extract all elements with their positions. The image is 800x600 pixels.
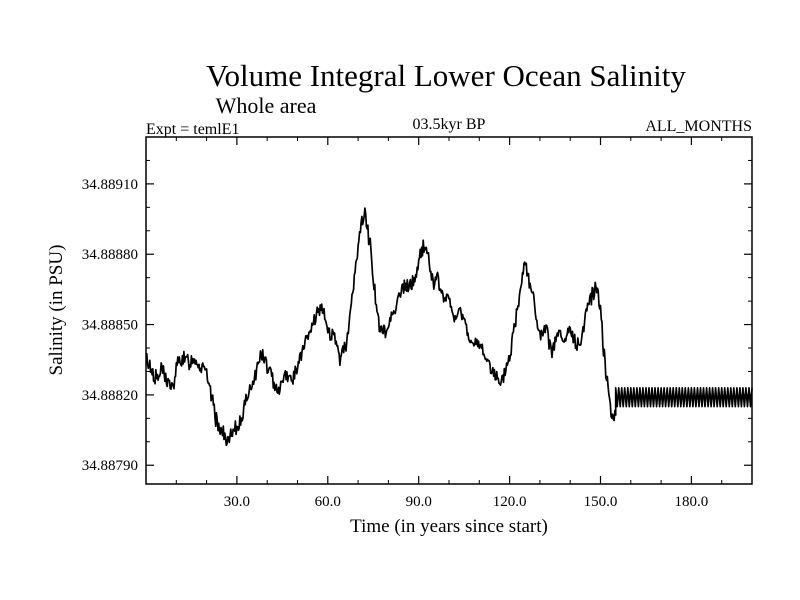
- x-tick-label: 180.0: [675, 494, 709, 510]
- x-axis-label: Time (in years since start): [350, 516, 548, 537]
- period-label: 03.5kyr BP: [413, 116, 486, 133]
- x-tick-label: 150.0: [584, 494, 618, 510]
- y-tick-label: 34.88850: [82, 318, 138, 334]
- x-tick-label: 30.0: [224, 494, 250, 510]
- y-tick-label: 34.88790: [82, 458, 138, 474]
- chart-subtitle: Whole area: [216, 93, 317, 118]
- y-axis: 34.88790 34.88820 34.88850 34.88880 34.88910: [82, 159, 752, 474]
- y-tick-label: 34.88820: [82, 388, 138, 404]
- x-tick-label: 60.0: [315, 494, 341, 510]
- experiment-label: Expt = temlE1: [146, 121, 239, 138]
- y-axis-label: Salinity (in PSU): [46, 245, 67, 376]
- y-tick-label: 34.88910: [82, 177, 138, 193]
- series-line-salinity: [145, 207, 753, 447]
- months-label: ALL_MONTHS: [645, 118, 752, 135]
- chart-title: Volume Integral Lower Ocean Salinity: [206, 58, 686, 93]
- x-tick-label: 90.0: [406, 494, 432, 510]
- y-tick-label: 34.88880: [82, 247, 138, 263]
- x-axis: 30.0 60.0 90.0 120.0 150.0 180.0: [175, 137, 723, 510]
- x-tick-label: 120.0: [493, 494, 527, 510]
- series-layer: [145, 207, 753, 447]
